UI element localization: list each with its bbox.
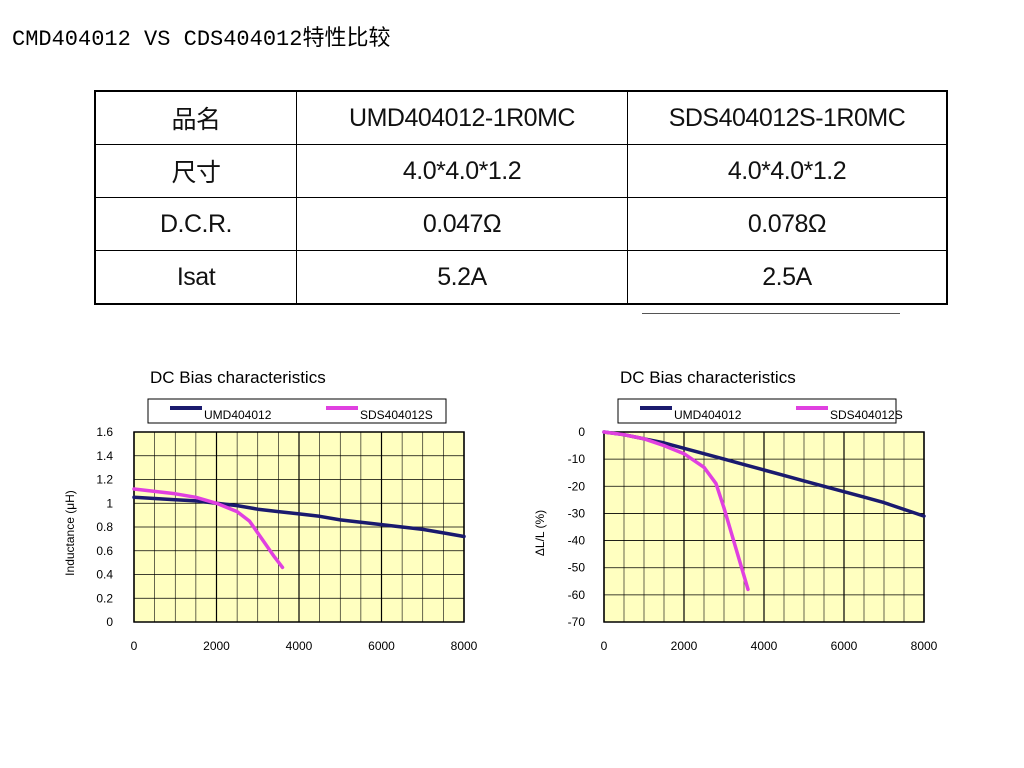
x-tick-label: 8000: [911, 639, 938, 653]
table-row-header: 尺寸: [94, 144, 297, 198]
chart-delta-l: DC Bias characteristics UMD404012 SDS40401…: [520, 360, 970, 687]
table-cell: 2.5A: [627, 250, 948, 305]
table-underline: [642, 313, 900, 314]
y-tick-label: -30: [568, 506, 586, 520]
legend-label: SDS404012S: [830, 408, 903, 422]
y-tick-label: -60: [568, 588, 586, 602]
x-tick-label: 4000: [286, 639, 313, 653]
table-row-header: D.C.R.: [94, 197, 297, 251]
series-line-UMD404012: [132, 495, 466, 539]
x-tick-label: 2000: [203, 639, 230, 653]
table-row-header: Isat: [94, 250, 297, 305]
y-tick-label: 0.4: [96, 568, 113, 582]
table-row: D.C.R. 0.047Ω 0.078Ω: [94, 197, 948, 251]
legend-label: SDS404012S: [360, 408, 433, 422]
x-tick-label: 0: [131, 639, 138, 653]
table-row-header: 品名: [94, 90, 297, 145]
y-tick-label: 0.8: [96, 520, 113, 534]
table-cell: 5.2A: [296, 250, 628, 305]
chart-delta-l-svg: DC Bias characteristics UMD404012 SDS40401…: [533, 368, 938, 687]
chart-inductance: DC Bias characteristics UMD404012 SDS40401…: [40, 360, 490, 687]
table-row: 尺寸 4.0*4.0*1.2 4.0*4.0*1.2: [94, 144, 948, 198]
chart-title: DC Bias characteristics: [620, 368, 796, 387]
page-title: CMD404012 VS CDS404012特性比较: [12, 27, 391, 52]
table-cell: 0.078Ω: [627, 197, 948, 251]
y-tick-label: 1.4: [96, 449, 113, 463]
spec-table: 品名 UMD404012-1R0MC SDS404012S-1R0MC 尺寸 4.0*4…: [94, 90, 948, 305]
x-tick-label: 4000: [751, 639, 778, 653]
chart-title: DC Bias characteristics: [150, 368, 326, 387]
y-tick-label: 0.2: [96, 591, 113, 605]
y-axis-label: Inductance (μH): [63, 490, 77, 576]
table-cell: 0.047Ω: [296, 197, 628, 251]
y-tick-label: 1: [106, 496, 113, 510]
table-cell: SDS404012S-1R0MC: [627, 90, 948, 145]
series-line-SDS404012S: [602, 430, 750, 592]
y-tick-label: 0.6: [96, 544, 113, 558]
y-tick-label: 0: [106, 615, 113, 629]
legend-label: UMD404012: [674, 408, 742, 422]
x-tick-label: 0: [601, 639, 608, 653]
chart-legend: [147, 398, 447, 424]
y-axis-label: ΔL/L (%): [533, 510, 547, 556]
y-tick-label: 1.2: [96, 473, 113, 487]
table-cell: 4.0*4.0*1.2: [296, 144, 628, 198]
x-tick-label: 8000: [451, 639, 478, 653]
y-tick-label: -40: [568, 534, 586, 548]
y-tick-label: -70: [568, 615, 586, 629]
series-line-SDS404012S: [132, 487, 285, 570]
table-cell: 4.0*4.0*1.2: [627, 144, 948, 198]
table-cell: UMD404012-1R0MC: [296, 90, 628, 145]
legend-label: UMD404012: [204, 408, 272, 422]
chart-legend: [617, 398, 897, 424]
y-tick-label: -20: [568, 479, 586, 493]
y-tick-label: -50: [568, 561, 586, 575]
x-tick-label: 6000: [368, 639, 395, 653]
chart-inductance-svg: DC Bias characteristics UMD404012 SDS40401…: [63, 368, 478, 687]
table-row: 品名 UMD404012-1R0MC SDS404012S-1R0MC: [94, 90, 948, 145]
y-tick-label: 0: [578, 425, 585, 439]
table-row: Isat 5.2A 2.5A: [94, 250, 948, 305]
y-tick-label: 1.6: [96, 425, 113, 439]
y-tick-label: -10: [568, 452, 586, 466]
x-tick-label: 6000: [831, 639, 858, 653]
x-tick-label: 2000: [671, 639, 698, 653]
